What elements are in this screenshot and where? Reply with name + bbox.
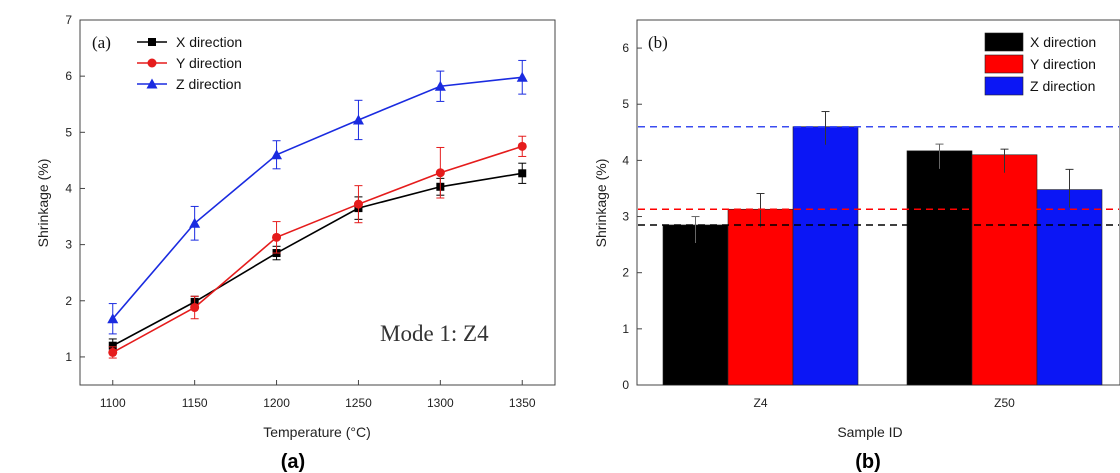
data-point: [272, 232, 282, 242]
data-point: [189, 217, 201, 228]
plot-frame: [636, 19, 1120, 386]
y-tick-label: 0: [622, 378, 629, 392]
y-tick-label: 1: [622, 322, 629, 336]
bar: [727, 208, 794, 386]
x-axis-label: Sample ID: [837, 424, 902, 440]
y-tick-label: 6: [65, 69, 72, 83]
legend-marker: [146, 78, 158, 89]
data-point: [190, 303, 200, 313]
bar-chart-panel: 0 1 2 3 4 5 6 Z4 Z50 X direction Y direction Z dir…: [593, 19, 1120, 473]
legend-label: Z direction: [1030, 78, 1095, 94]
plot-frame: [79, 19, 556, 386]
y-tick-label: 4: [622, 153, 629, 167]
bar: [1036, 189, 1103, 386]
bars-group: [662, 111, 1103, 386]
data-point: [434, 80, 446, 91]
bar: [906, 150, 973, 386]
caption: (b): [855, 451, 881, 473]
legend-label: X direction: [176, 34, 242, 50]
y-tick-label: 5: [65, 125, 72, 139]
series-line: [112, 76, 523, 320]
legend-label: Y direction: [1030, 56, 1096, 72]
annotation: Mode 1: Z4: [380, 321, 489, 346]
panel-label: (b): [648, 33, 668, 52]
series-group: [107, 59, 528, 359]
y-tick-label: 6: [622, 41, 629, 55]
legend-marker: [147, 58, 157, 68]
x-tick-label: Z50: [994, 396, 1015, 410]
y-tick-label: 5: [622, 97, 629, 111]
bar: [662, 224, 729, 386]
caption: (a): [281, 451, 305, 473]
axis-ticks: 0 1 2 3 4 5 6 Z4 Z50: [622, 41, 1015, 410]
y-tick-label: 2: [622, 266, 629, 280]
y-tick-label: 4: [65, 181, 72, 195]
legend-swatch: [984, 54, 1024, 74]
y-tick-label: 3: [622, 210, 629, 224]
legend-swatch: [984, 32, 1024, 52]
x-tick-label: Z4: [753, 396, 767, 410]
legend-label: Y direction: [176, 55, 242, 71]
y-tick-label: 1: [65, 350, 72, 364]
x-tick-label: 1200: [263, 396, 290, 410]
x-tick-label: 1100: [100, 396, 126, 410]
y-axis-label: Shrinkage (%): [593, 159, 609, 248]
data-point: [435, 168, 445, 178]
y-tick-label: 3: [65, 238, 72, 252]
line-chart-panel: 1100 1150 1200 1250 1300 1350 1 2 3 4 5 6 7 X direct…: [35, 13, 556, 473]
data-point: [271, 149, 283, 160]
x-tick-label: 1250: [345, 396, 372, 410]
series-line: [112, 172, 523, 347]
legend: X direction Y direction Z direction: [137, 34, 242, 92]
panel-label: (a): [92, 33, 111, 52]
legend-swatch: [984, 76, 1024, 96]
data-point: [516, 71, 528, 82]
data-point: [108, 347, 118, 357]
legend-label: Z direction: [176, 76, 241, 92]
data-point: [107, 313, 119, 324]
bar: [971, 154, 1038, 386]
reference-lines: [638, 125, 1119, 226]
y-tick-label: 2: [65, 294, 72, 308]
x-tick-label: 1300: [427, 396, 454, 410]
y-axis-label: Shrinkage (%): [35, 159, 51, 248]
legend-label: X direction: [1030, 34, 1096, 50]
legend: X direction Y direction Z direction: [984, 32, 1096, 96]
x-tick-label: 1150: [182, 396, 208, 410]
y-tick-label: 7: [65, 13, 72, 27]
x-axis-label: Temperature (°C): [263, 424, 371, 440]
legend-marker: [148, 38, 156, 46]
data-point: [108, 341, 117, 350]
data-point: [518, 169, 527, 178]
data-point: [517, 141, 527, 151]
bar: [792, 126, 859, 386]
data-point: [353, 199, 363, 209]
x-tick-label: 1350: [509, 396, 536, 410]
data-point: [352, 114, 364, 125]
axis-ticks: 1100 1150 1200 1250 1300 1350 1 2 3 4 5 6 7: [65, 13, 536, 410]
series-line: [112, 145, 523, 354]
